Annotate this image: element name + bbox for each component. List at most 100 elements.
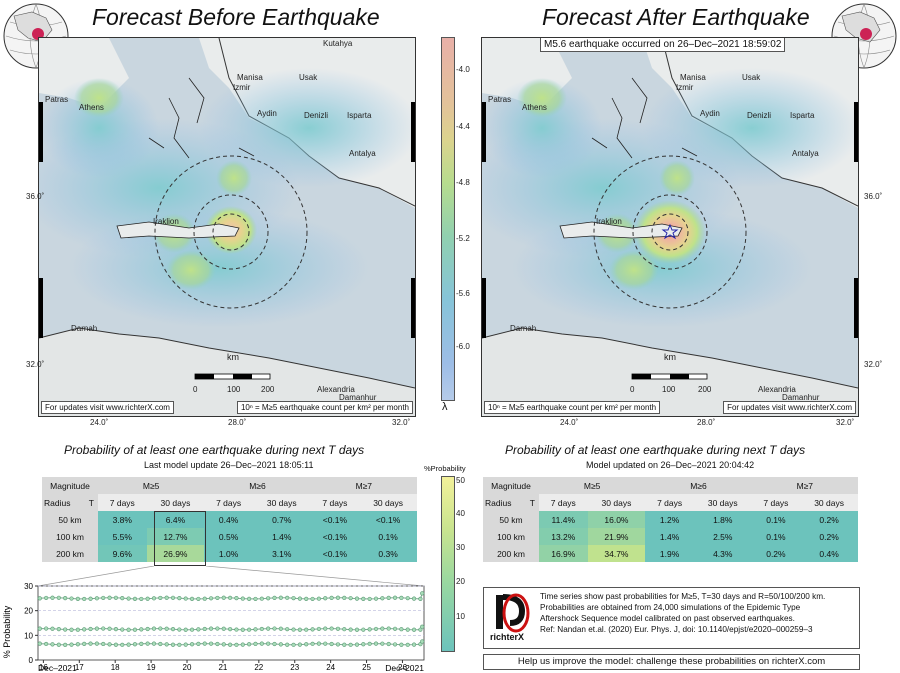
x-tick-label: 22 xyxy=(254,663,263,672)
city-usak: Usak xyxy=(742,73,761,82)
series-point xyxy=(354,596,360,601)
series-point xyxy=(113,627,119,632)
series-point xyxy=(253,641,258,646)
series-point xyxy=(310,627,315,632)
city-izmir: Izmir xyxy=(233,83,251,92)
y-tick-label: 30 xyxy=(24,582,33,591)
probability-cell: <0.1% xyxy=(359,511,417,528)
series-point xyxy=(420,624,425,629)
series-point xyxy=(44,595,49,601)
series-point xyxy=(240,596,245,601)
radius-row-label: 100 km xyxy=(42,528,98,545)
series-point xyxy=(278,595,283,600)
city-izmir: Izmir xyxy=(676,83,694,92)
series-point xyxy=(50,595,55,600)
probability-cell: 0.5% xyxy=(204,528,253,545)
series-point xyxy=(323,626,328,631)
series-point xyxy=(44,626,49,631)
series-point xyxy=(272,626,277,631)
series-point xyxy=(164,595,169,600)
left-table-title: Probability of at least one earthquake d… xyxy=(64,443,365,457)
richterx-logo-icon xyxy=(496,593,530,633)
series-point xyxy=(189,596,195,601)
series-point xyxy=(399,627,404,632)
right-table-update: Model updated on 26–Dec–2021 20:04:42 xyxy=(586,460,755,470)
probability-cell: <0.1% xyxy=(310,545,360,562)
y-tick-label: 0 xyxy=(29,656,34,665)
series-point xyxy=(221,626,226,631)
series-point xyxy=(88,596,93,601)
series-point xyxy=(228,595,233,600)
series-point xyxy=(291,596,296,601)
scale-unit: km xyxy=(227,352,239,362)
probability-cell: 3.8% xyxy=(98,511,147,528)
series-point xyxy=(158,595,163,601)
series-point xyxy=(88,641,93,646)
epicenter-star-icon xyxy=(661,223,679,240)
right-globe-marker xyxy=(860,28,872,40)
series-point xyxy=(348,627,353,632)
probability-cell: 1.8% xyxy=(693,511,752,528)
series-point xyxy=(329,626,334,631)
series-point xyxy=(310,641,315,646)
series-point xyxy=(170,627,176,632)
series-point xyxy=(361,642,366,647)
series-point xyxy=(253,627,258,632)
series-point xyxy=(37,626,42,631)
series-point xyxy=(69,627,74,632)
series-point xyxy=(411,642,417,647)
x-tick-label: 19 xyxy=(147,663,156,672)
series-point xyxy=(323,596,328,601)
series-point xyxy=(145,596,150,601)
footer-feedback-link[interactable]: Help us improve the model: challenge the… xyxy=(483,654,860,670)
probability-cell: 1.0% xyxy=(204,545,253,562)
probability-cell: 0.4% xyxy=(800,545,858,562)
scale-tick-0: 0 xyxy=(193,385,198,394)
city-manisa: Manisa xyxy=(680,73,706,82)
city-manisa: Manisa xyxy=(237,73,263,82)
series-point xyxy=(367,627,372,632)
probability-cell: 16.9% xyxy=(539,545,588,562)
right-update-note: For updates visit www.richterX.com xyxy=(723,401,856,414)
left-update-note: For updates visit www.richterX.com xyxy=(41,401,174,414)
mag-header-6: M≥6 xyxy=(204,477,311,494)
series-point xyxy=(259,626,264,632)
x-tick-label: 20 xyxy=(183,663,192,672)
series-point xyxy=(69,596,74,601)
series-point xyxy=(177,596,182,601)
series-point xyxy=(221,642,226,647)
series-point xyxy=(56,595,61,600)
series-point xyxy=(75,627,80,632)
city-damanhur: Damanhur xyxy=(782,393,820,402)
right-probability-table: Magnitude M≥5 M≥6 M≥7 Radius T 7 days 30 … xyxy=(483,477,858,562)
series-point xyxy=(170,595,176,600)
series-point xyxy=(297,627,302,632)
lambda-tick-6: -6.0 xyxy=(456,342,470,351)
series-point xyxy=(88,626,93,632)
prob-colorbar-title: %Probability xyxy=(424,464,466,473)
series-point xyxy=(177,627,182,632)
series-point xyxy=(354,642,360,647)
left-lon-tick-24: 24.0˚ xyxy=(90,418,109,427)
prob-tick-40: 40 xyxy=(456,509,465,518)
series-point xyxy=(420,591,425,596)
series-point xyxy=(202,596,207,601)
left-forecast-map: Kutahya Manisa Usak Izmir Aydin Denizli … xyxy=(38,37,416,417)
series-point xyxy=(139,627,144,632)
series-point xyxy=(170,642,176,647)
series-point xyxy=(132,596,138,601)
series-point xyxy=(304,627,309,632)
series-point xyxy=(56,627,61,632)
series-point xyxy=(158,641,163,647)
series-point xyxy=(335,642,341,647)
probability-cell: 0.2% xyxy=(800,528,858,545)
series-point xyxy=(113,642,119,647)
probability-cell: 3.1% xyxy=(252,545,311,562)
series-point xyxy=(304,596,309,601)
series-point xyxy=(291,627,296,632)
probability-cell: 0.1% xyxy=(751,528,801,545)
series-point xyxy=(94,596,99,601)
lambda-colorbar xyxy=(441,37,455,401)
series-point xyxy=(50,642,55,647)
left-table-update: Last model update 26–Dec–2021 18:05:11 xyxy=(144,460,314,470)
